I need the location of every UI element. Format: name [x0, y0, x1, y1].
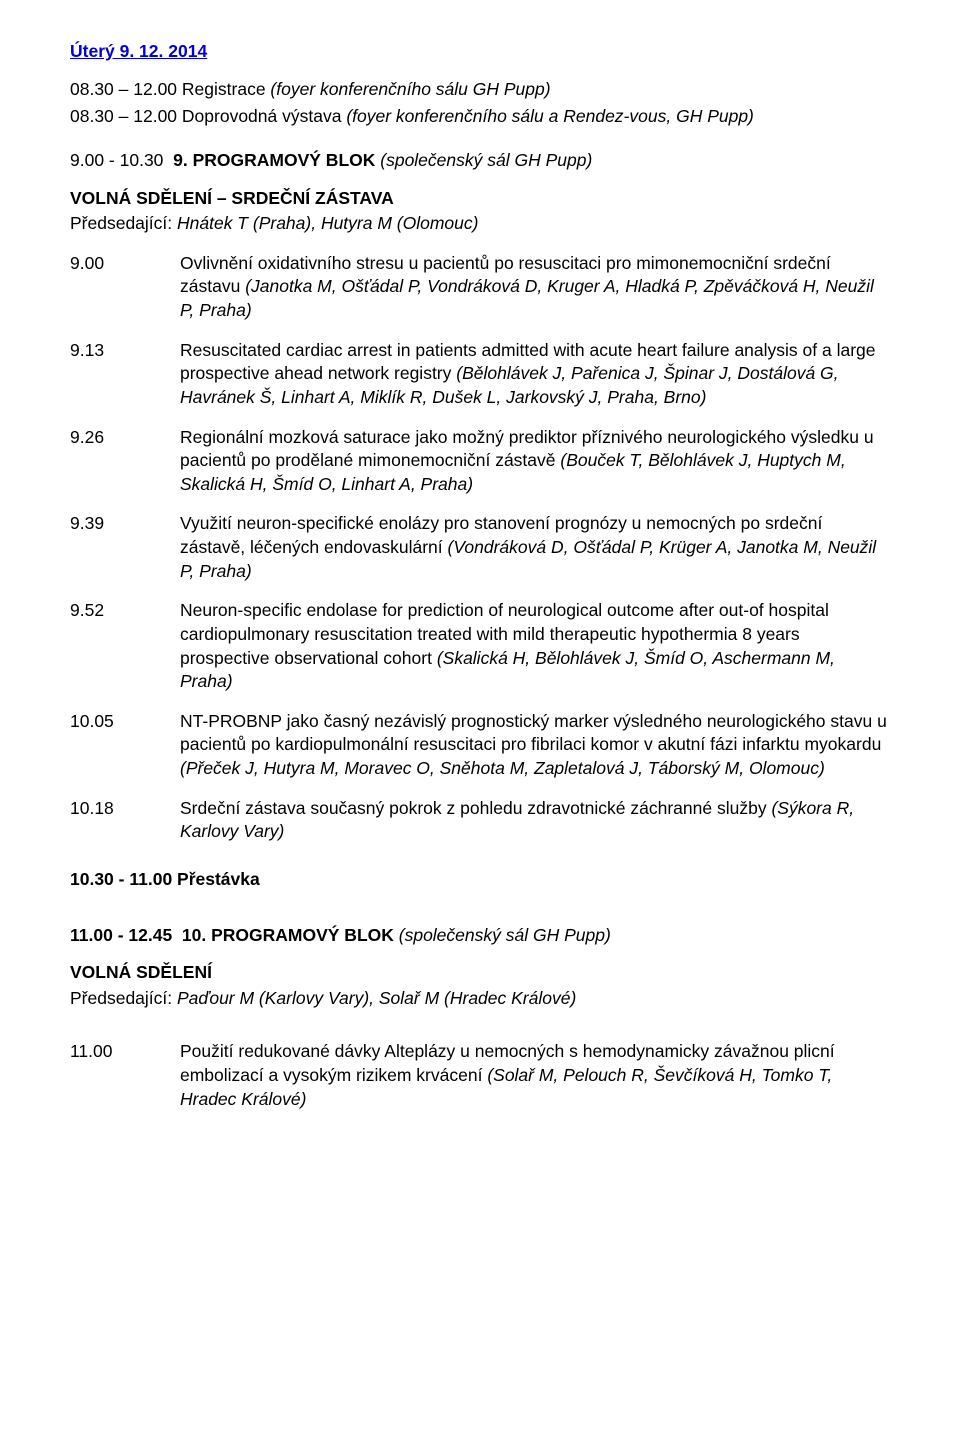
block9-location: (společenský sál GH Pupp): [375, 150, 592, 170]
expo-line: 08.30 – 12.00 Doprovodná výstava (foyer …: [70, 105, 890, 129]
day-heading: Úterý 9. 12. 2014: [70, 40, 890, 64]
entry-body: Využití neuron-specifické enolázy pro st…: [180, 512, 890, 583]
schedule-entry: 11.00 Použití redukované dávky Alteplázy…: [70, 1040, 890, 1111]
schedule-entry: 9.52 Neuron-specific endolase for predic…: [70, 599, 890, 694]
entry-body: Regionální mozková saturace jako možný p…: [180, 426, 890, 497]
entry-time: 9.26: [70, 426, 180, 497]
break-line: 10.30 - 11.00 Přestávka: [70, 868, 890, 892]
chair-names: Hnátek T (Praha), Hutyra M (Olomouc): [177, 213, 478, 233]
block10-chair: Předsedající: Paďour M (Karlovy Vary), S…: [70, 987, 890, 1011]
entry-time: 10.05: [70, 710, 180, 781]
block9-chair: Předsedající: Hnátek T (Praha), Hutyra M…: [70, 212, 890, 236]
block10-time: 11.00 - 12.45: [70, 925, 172, 945]
schedule-entry: 10.18 Srdeční zástava současný pokrok z …: [70, 797, 890, 844]
entry-time: 10.18: [70, 797, 180, 844]
entry-body: Neuron-specific endolase for prediction …: [180, 599, 890, 694]
block9-time: 9.00 - 10.30: [70, 150, 163, 170]
entry-authors: (Přeček J, Hutyra M, Moravec O, Sněhota …: [180, 758, 825, 778]
expo-prefix: 08.30 – 12.00 Doprovodná výstava: [70, 106, 346, 126]
entry-time: 9.00: [70, 252, 180, 323]
entry-time: 11.00: [70, 1040, 180, 1111]
chair-names: Paďour M (Karlovy Vary), Solař M (Hradec…: [177, 988, 576, 1008]
block10-location: (společenský sál GH Pupp): [394, 925, 611, 945]
schedule-entry: 9.13 Resuscitated cardiac arrest in pati…: [70, 339, 890, 410]
schedule-entry: 9.39 Využití neuron-specifické enolázy p…: [70, 512, 890, 583]
entry-text: NT-PROBNP jako časný nezávislý prognosti…: [180, 711, 887, 755]
registration-line: 08.30 – 12.00 Registrace (foyer konferen…: [70, 78, 890, 102]
block10-label: 10. PROGRAMOVÝ BLOK: [182, 925, 394, 945]
entry-body: NT-PROBNP jako časný nezávislý prognosti…: [180, 710, 890, 781]
schedule-entry: 9.00 Ovlivnění oxidativního stresu u pac…: [70, 252, 890, 323]
block9-label: 9. PROGRAMOVÝ BLOK: [173, 150, 375, 170]
schedule-entry: 9.26 Regionální mozková saturace jako mo…: [70, 426, 890, 497]
entry-body: Resuscitated cardiac arrest in patients …: [180, 339, 890, 410]
chair-prefix: Předsedající:: [70, 213, 177, 233]
block10-session-title: VOLNÁ SDĚLENÍ: [70, 961, 890, 985]
expo-location: (foyer konferenčního sálu a Rendez-vous,…: [346, 106, 754, 126]
entry-body: Srdeční zástava současný pokrok z pohled…: [180, 797, 890, 844]
schedule-entry: 10.05 NT-PROBNP jako časný nezávislý pro…: [70, 710, 890, 781]
block10-title-line: 11.00 - 12.45 10. PROGRAMOVÝ BLOK (spole…: [70, 924, 890, 948]
entry-time: 9.52: [70, 599, 180, 694]
entry-text: Srdeční zástava současný pokrok z pohled…: [180, 798, 771, 818]
entry-body: Použití redukované dávky Alteplázy u nem…: [180, 1040, 890, 1111]
entry-time: 9.13: [70, 339, 180, 410]
registration-location: (foyer konferenčního sálu GH Pupp): [270, 79, 550, 99]
entry-body: Ovlivnění oxidativního stresu u pacientů…: [180, 252, 890, 323]
chair-prefix: Předsedající:: [70, 988, 177, 1008]
block9-title-line: 9.00 - 10.30 9. PROGRAMOVÝ BLOK (společe…: [70, 149, 890, 173]
registration-prefix: 08.30 – 12.00 Registrace: [70, 79, 270, 99]
entry-time: 9.39: [70, 512, 180, 583]
entry-authors: (Janotka M, Ošťádal P, Vondráková D, Kru…: [180, 276, 874, 320]
block9-session-title: VOLNÁ SDĚLENÍ – SRDEČNÍ ZÁSTAVA: [70, 187, 890, 211]
